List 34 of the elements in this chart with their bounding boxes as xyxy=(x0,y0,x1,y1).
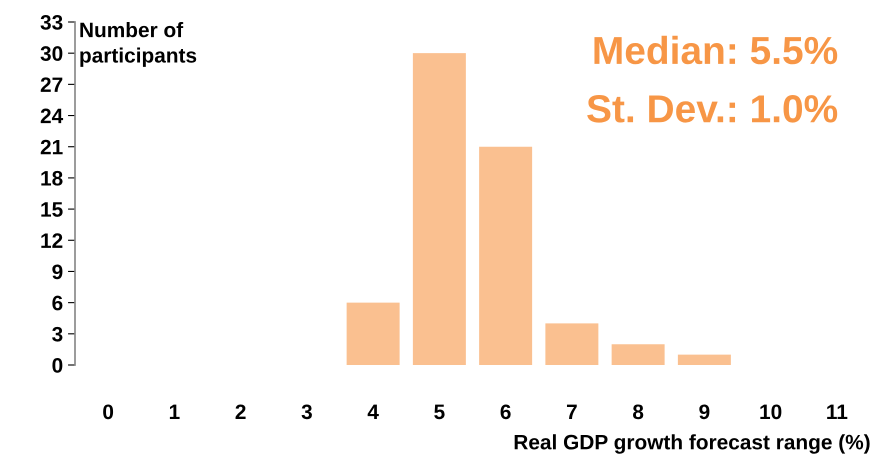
x-tick-label: 5 xyxy=(434,404,445,420)
x-tick-label: 8 xyxy=(632,404,644,420)
y-tick-label: 12 xyxy=(41,233,62,248)
y-tick-label: 6 xyxy=(52,296,62,310)
x-tick-label: 10 xyxy=(760,404,782,420)
bar xyxy=(346,302,400,365)
y-tick-label: 0 xyxy=(52,358,62,373)
bar xyxy=(479,146,532,365)
y-tick-label: 15 xyxy=(41,202,63,217)
annotation: St. Dev.: 1.0% xyxy=(587,95,838,123)
y-tick-label: 33 xyxy=(40,15,62,30)
y-tick-label: 21 xyxy=(40,140,63,154)
bar xyxy=(545,323,598,365)
y-tick-label: 24 xyxy=(40,108,64,124)
x-tick-label: 2 xyxy=(236,404,246,419)
x-tick-label: 9 xyxy=(699,404,710,420)
x-tick-label: 6 xyxy=(500,404,511,420)
x-tick-label: 7 xyxy=(566,404,577,419)
x-tick-label: 3 xyxy=(302,404,312,420)
x-axis-title: Real GDP growth forecast range (%) xyxy=(514,434,870,454)
annotation: Median: 5.5% xyxy=(594,36,838,64)
y-tick-label: 9 xyxy=(52,264,62,280)
bar xyxy=(412,53,466,365)
y-tick-label: 18 xyxy=(41,170,63,186)
bar xyxy=(678,354,731,365)
x-tick-label: 0 xyxy=(103,404,114,420)
y-tick-label: 27 xyxy=(40,77,62,92)
y-axis-title: Number of participants xyxy=(80,22,196,67)
y-tick-label: 3 xyxy=(52,326,62,342)
x-tick-label: 1 xyxy=(170,404,180,419)
y-tick-label: 30 xyxy=(40,46,62,61)
x-tick-label: 11 xyxy=(827,404,848,419)
x-tick-label: 4 xyxy=(368,404,379,419)
bar xyxy=(612,344,665,365)
